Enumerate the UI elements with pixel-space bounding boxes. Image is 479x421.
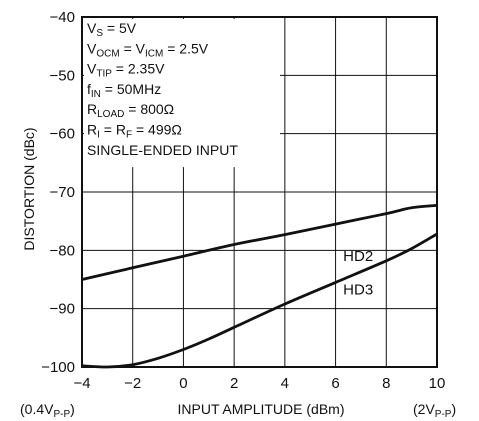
plot-frame <box>81 16 438 368</box>
series-line-hd3 <box>81 232 438 369</box>
series-line-hd2 <box>81 204 438 281</box>
x-axis-left-note-main: (0.4V <box>20 401 54 417</box>
x-axis-right-note-close: ) <box>451 401 456 417</box>
x-tick-label: −2 <box>124 375 141 392</box>
condition-line: RLOAD = 800Ω <box>87 101 174 120</box>
condition-line: VS = 5V <box>87 20 137 39</box>
x-tick-label: 4 <box>281 375 289 392</box>
tick-labels: −4 −2 0 2 4 6 8 10 −40 −50 −60 −70 −80 −90 −100 <box>41 9 445 392</box>
y-tick-label: −40 <box>50 9 75 26</box>
y-tick-label: −80 <box>50 242 75 259</box>
x-axis-left-note: (0.4VP-P) <box>20 401 75 420</box>
condition-line: SINGLE-ENDED INPUT <box>87 142 238 158</box>
condition-line: VTIP = 2.35V <box>87 61 165 80</box>
y-tick-label: −90 <box>50 301 75 318</box>
x-axis-left-note-close: ) <box>70 401 75 417</box>
x-tick-label: 8 <box>382 375 390 392</box>
series-label-hd2: HD2 <box>343 248 373 265</box>
series-label-hd3: HD3 <box>343 282 373 299</box>
y-tick-label: −70 <box>50 184 75 201</box>
x-axis-title: INPUT AMPLITUDE (dBm) <box>178 401 345 417</box>
x-tick-label: 0 <box>179 375 187 392</box>
y-tick-label: −100 <box>41 359 75 376</box>
x-tick-label: 10 <box>429 375 446 392</box>
x-axis-right-note-main: (2V <box>413 401 435 417</box>
condition-line: VOCM = VICM = 2.5V <box>87 40 209 59</box>
y-tick-label: −60 <box>50 126 75 143</box>
x-tick-label: −4 <box>73 375 90 392</box>
x-axis-left-note-sub: P-P <box>53 409 70 420</box>
conditions-background <box>84 19 280 168</box>
y-axis-title: DISTORTION (dBc) <box>21 127 37 250</box>
condition-line: RI = RF = 499Ω <box>87 122 182 141</box>
x-axis-right-note-sub: P-P <box>435 409 452 420</box>
series-layer: HD2 HD3 <box>81 204 438 369</box>
y-tick-label: −50 <box>50 67 75 84</box>
x-tick-label: 2 <box>230 375 238 392</box>
x-axis-right-note: (2VP-P) <box>413 401 456 420</box>
condition-line: fIN = 50MHz <box>87 81 161 100</box>
x-tick-label: 6 <box>331 375 339 392</box>
